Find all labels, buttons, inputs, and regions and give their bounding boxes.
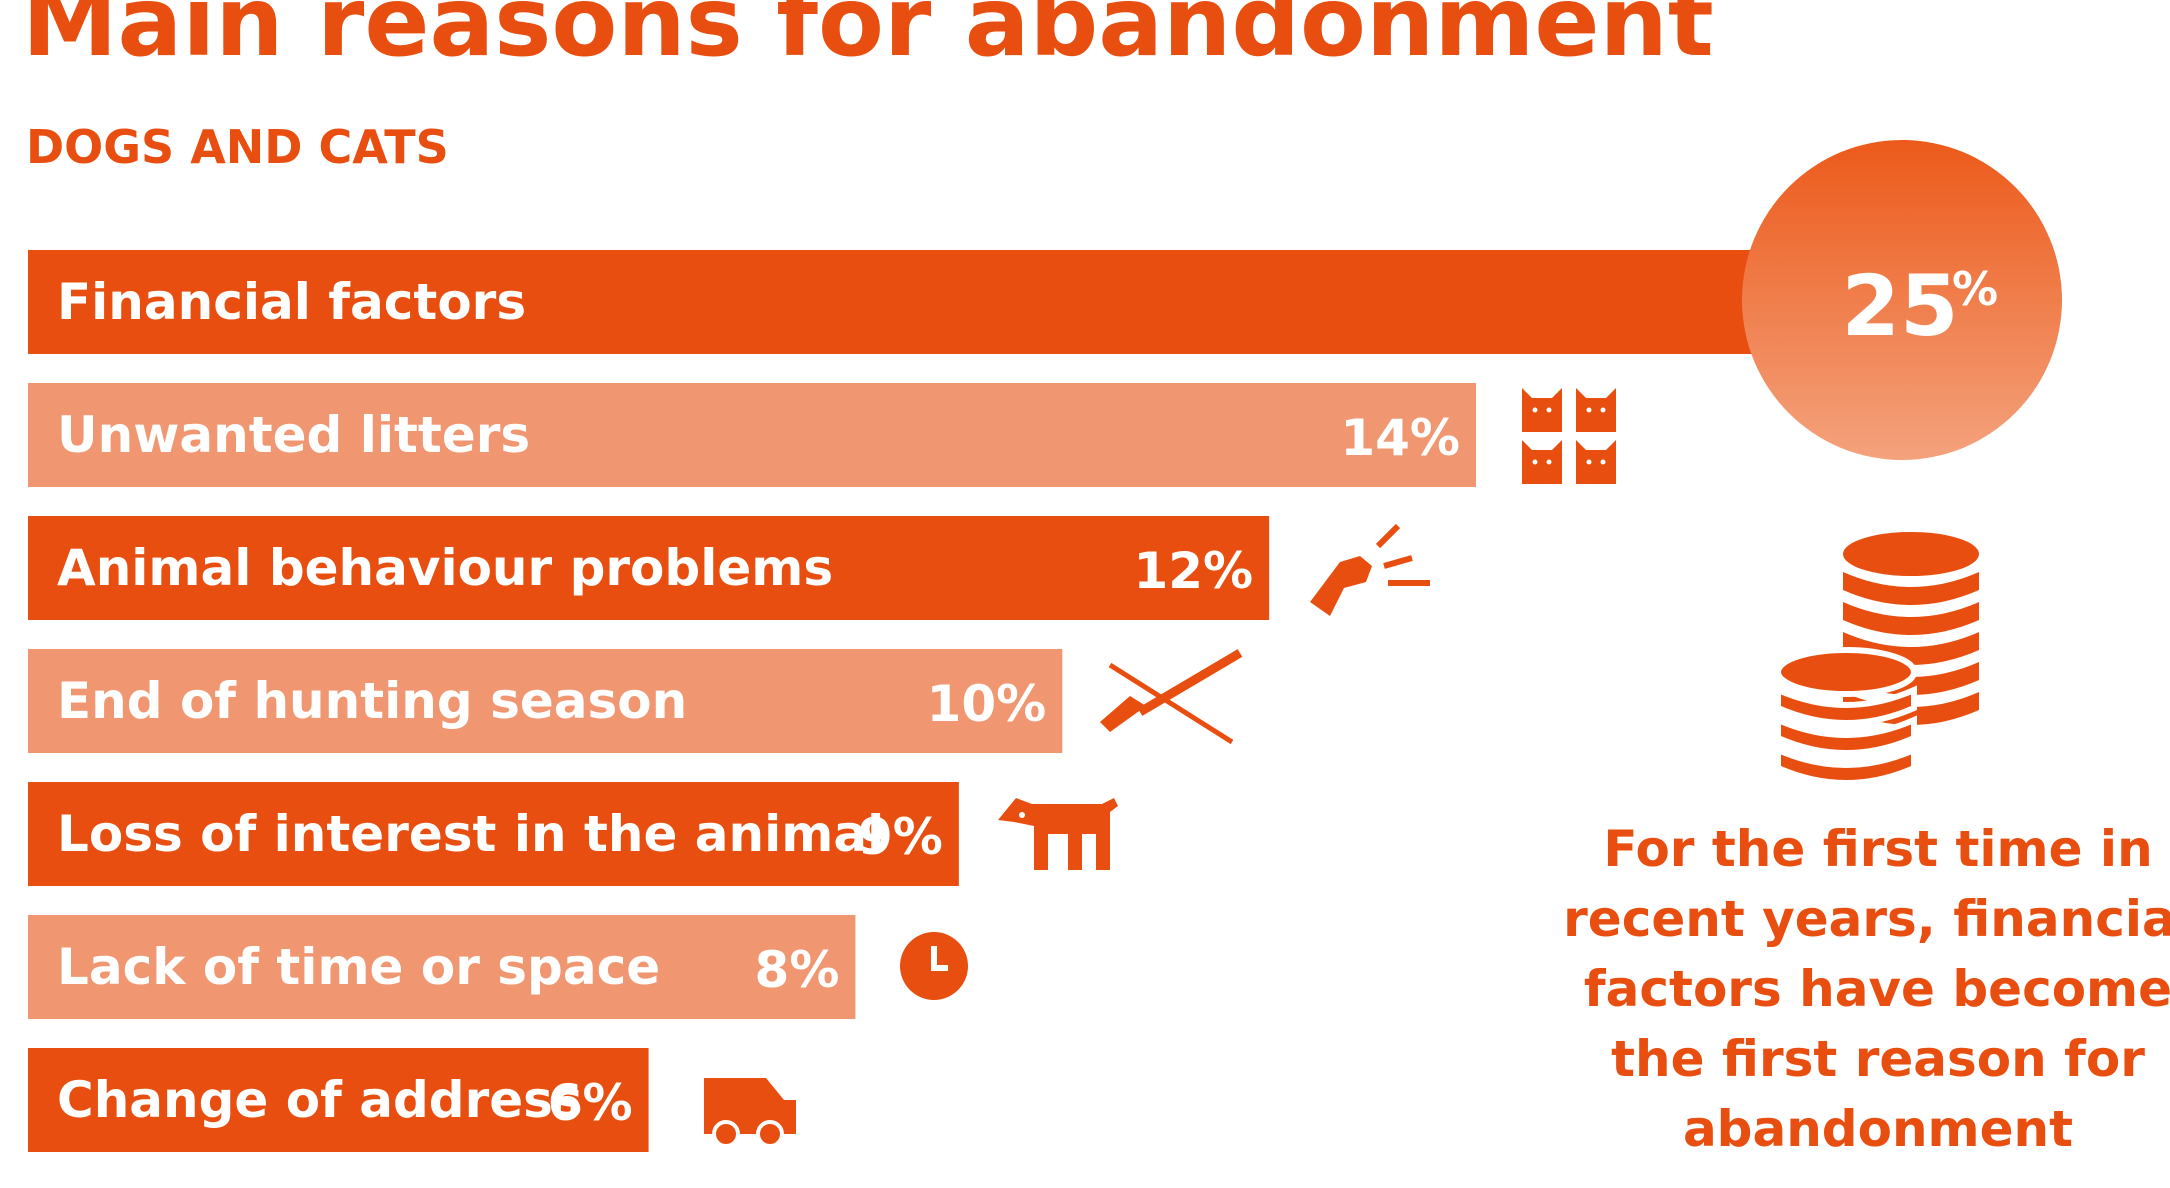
note-line: For the first time in (1603, 820, 2152, 878)
clock-icon (900, 932, 968, 1000)
bar-category-label: Financial factors (57, 273, 526, 331)
note-line: recent years, financial (1563, 890, 2170, 948)
bar (28, 383, 1476, 487)
bar-category-label: Lack of time or space (57, 938, 660, 996)
bar (28, 1048, 649, 1152)
note-text: For the first time in recent years, fina… (1563, 820, 2170, 1158)
highlight-unit: % (1952, 262, 1998, 316)
bar-value-label: 8% (755, 941, 840, 999)
bar-category-label: Animal behaviour problems (57, 539, 833, 597)
bar-value-label: 12% (1133, 542, 1253, 600)
highlight-value: 25 (1842, 257, 1959, 355)
chart-subtitle: DOGS AND CATS (26, 120, 449, 174)
note-line: the first reason for (1611, 1030, 2145, 1088)
dog-icon (998, 798, 1118, 870)
bar-value-label: 6% (548, 1074, 633, 1132)
bar-value-label: 10% (927, 675, 1047, 733)
bar (28, 649, 1063, 753)
highlight-badge: 25 % (1742, 140, 2062, 460)
bar-group: Financial factors Unwanted litters 14% Anim… (28, 250, 1760, 1152)
bar-value-label: 14% (1340, 409, 1460, 467)
bar (28, 516, 1270, 620)
cats-icon (1522, 388, 1616, 484)
bar (28, 915, 856, 1019)
chart-title: Main reasons for abandonment (22, 0, 1714, 78)
note-line: factors have become (1584, 960, 2170, 1018)
van-icon (704, 1078, 796, 1148)
bar-category-label: Unwanted litters (57, 406, 530, 464)
bar (28, 782, 959, 886)
crossed-shotgun-icon (1100, 649, 1243, 745)
bar-category-label: Change of address (57, 1071, 583, 1129)
bar-category-label: End of hunting season (57, 672, 687, 730)
bar-category-label: Loss of interest in the animal (57, 805, 884, 863)
bar (28, 250, 1760, 354)
coins-icon (1775, 532, 1979, 786)
bar-value-label: 9% (858, 808, 943, 866)
note-line: abandonment (1683, 1100, 2073, 1158)
barking-dog-icon (1310, 523, 1430, 616)
highlight-circle (1742, 140, 2062, 460)
